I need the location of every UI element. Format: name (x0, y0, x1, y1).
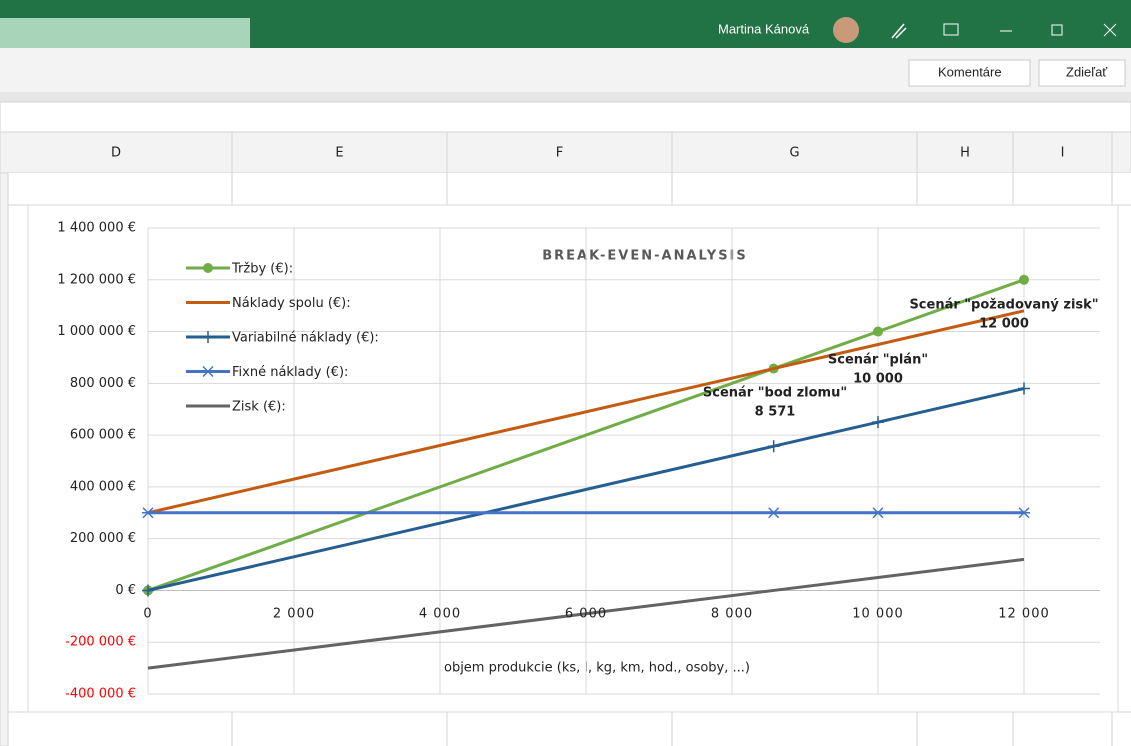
separator (0, 92, 1131, 102)
row-headers (0, 173, 8, 746)
y-tick-label: 0 € (115, 583, 136, 598)
annotation: 12 000 (979, 317, 1029, 332)
chart-area[interactable] (28, 205, 1118, 712)
legend-label: Fixné náklady (€): (232, 365, 348, 380)
column-header: G (789, 146, 799, 161)
legend-label: Tržby (€): (231, 262, 293, 277)
y-tick-label: -400 000 € (65, 687, 136, 702)
column-header: D (111, 146, 121, 161)
column-header: H (960, 146, 970, 161)
formula-bar[interactable] (0, 102, 1131, 132)
comments-label: Komentáre (938, 64, 1002, 79)
marker (203, 263, 213, 273)
column-header: F (556, 146, 563, 161)
legend-label: Variabilné náklady (€): (232, 331, 379, 346)
annotation: 10 000 (853, 372, 903, 387)
annotation: 8 571 (755, 405, 796, 420)
excel-window: Martina Kánová Komentáre Zdieľať BREAK-E… (0, 0, 1131, 746)
user-name: Martina Kánová (718, 21, 810, 36)
y-tick-label: 1 400 000 € (57, 221, 136, 236)
y-tick-label: 800 000 € (70, 376, 136, 391)
y-tick-label: -200 000 € (65, 635, 136, 650)
x-tick-label: 10 000 (852, 607, 904, 622)
x-tick-label: 4 000 (419, 607, 461, 622)
x-axis-title: objem produkcie (ks, l, kg, km, hod., os… (444, 661, 750, 676)
marker (873, 327, 883, 337)
y-tick-label: 200 000 € (70, 531, 136, 546)
annotation: Scenár "požadovaný zisk" (909, 298, 1098, 313)
legend-label: Náklady spolu (€): (232, 296, 351, 311)
legend-label: Zisk (€): (232, 400, 286, 415)
y-tick-label: 600 000 € (70, 428, 136, 443)
search-box[interactable] (0, 18, 250, 48)
y-tick-label: 1 000 000 € (57, 324, 136, 339)
annotation: Scenár "plán" (828, 353, 928, 368)
chart-title: BREAK-EVEN-ANALYSIS (542, 249, 748, 264)
marker (1019, 275, 1029, 285)
x-tick-label: 6 000 (565, 607, 607, 622)
x-tick-label: 12 000 (998, 607, 1050, 622)
annotation: Scenár "bod zlomu" (703, 386, 847, 401)
x-tick-label: 8 000 (711, 607, 753, 622)
column-header: I (1061, 146, 1065, 161)
page: Martina Kánová Komentáre Zdieľať BREAK-E… (0, 0, 1131, 746)
x-tick-label: 2 000 (273, 607, 315, 622)
avatar[interactable] (833, 17, 859, 43)
y-tick-label: 1 200 000 € (57, 272, 136, 287)
column-header: E (335, 146, 343, 161)
x-tick-label: 0 (143, 607, 152, 622)
share-label: Zdieľať (1066, 64, 1107, 79)
y-tick-label: 400 000 € (70, 479, 136, 494)
